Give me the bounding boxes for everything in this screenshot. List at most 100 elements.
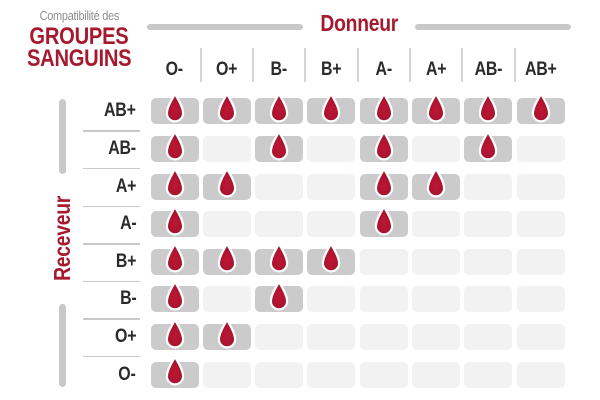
row-separator xyxy=(83,318,140,320)
compatibility-cell-bneg-from-abpos xyxy=(516,286,565,313)
donor-column-header-label: AB+ xyxy=(524,59,557,80)
blood-drop-icon xyxy=(165,92,184,123)
donor-column-header-label: A- xyxy=(375,59,393,80)
donor-column-header-label: B+ xyxy=(321,59,342,80)
compatibility-cell-aneg-from-abpos xyxy=(516,211,565,238)
row-separator xyxy=(83,205,140,207)
chart-title: Compatibilité des GROUPES SANGUINS xyxy=(10,9,148,71)
donor-column-header-label: A+ xyxy=(425,59,447,80)
chart-title-main: GROUPES SANGUINS xyxy=(10,23,148,71)
compatibility-cell-oneg-from-aneg xyxy=(359,361,408,388)
donor-axis-line-right xyxy=(415,23,571,30)
compatibility-cell-bpos-from-aneg xyxy=(359,248,408,275)
row-separator xyxy=(83,355,140,358)
column-separator xyxy=(356,48,359,82)
recipient-row-header-opos: O+ xyxy=(58,324,136,350)
donor-column-header-label: O+ xyxy=(216,59,238,80)
compatibility-cell-abneg-from-bpos xyxy=(307,135,356,162)
compatibility-cell-oneg-from-bpos xyxy=(307,361,356,388)
compatibility-cell-aneg-from-bpos xyxy=(307,211,356,238)
recipient-row-header-aneg: A- xyxy=(58,211,137,237)
blood-drop-icon xyxy=(479,92,498,123)
compatibility-cell-opos-from-abpos xyxy=(516,323,565,350)
blood-drop-icon xyxy=(374,130,393,160)
chart-title-line1: GROUPES xyxy=(29,23,129,50)
recipient-row-header-abpos: AB+ xyxy=(58,98,136,124)
donor-column-header-abneg: AB- xyxy=(464,54,512,84)
blood-drop-icon xyxy=(531,92,550,123)
blood-drop-icon xyxy=(217,318,236,348)
donor-column-header-oneg: O- xyxy=(151,54,199,84)
blood-drop-icon xyxy=(269,243,289,273)
column-separator xyxy=(513,48,516,82)
compatibility-cell-abneg-from-apos xyxy=(412,135,460,162)
column-separator xyxy=(252,48,255,82)
blood-drop-icon xyxy=(322,243,341,273)
row-separator xyxy=(83,243,140,245)
blood-drop-icon xyxy=(165,243,184,273)
compatibility-cell-opos-from-aneg xyxy=(359,323,408,350)
donor-column-header-abpos: AB+ xyxy=(517,54,565,84)
donor-column-header-bpos: B+ xyxy=(307,54,355,84)
blood-drop-icon xyxy=(165,318,184,348)
row-separator xyxy=(83,167,140,170)
compatibility-cell-aneg-from-opos xyxy=(202,211,251,238)
recipient-row-header-label: B+ xyxy=(115,250,137,272)
blood-drop-icon xyxy=(165,205,184,236)
donor-axis-label: Donneur xyxy=(303,10,415,37)
blood-drop-icon xyxy=(374,92,393,123)
recipient-row-header-oneg: O- xyxy=(58,362,136,388)
donor-column-header-label: AB- xyxy=(474,59,503,80)
recipient-axis-line-bottom xyxy=(58,304,66,387)
compatibility-cell-bneg-from-apos xyxy=(412,286,460,313)
blood-drop-icon xyxy=(165,167,184,198)
recipient-row-header-label: B- xyxy=(119,288,137,310)
recipient-row-header-label: AB+ xyxy=(104,100,136,122)
donor-column-header-aneg: A- xyxy=(360,54,408,84)
compatibility-cell-opos-from-bneg xyxy=(255,323,304,350)
compatibility-cell-bneg-from-opos xyxy=(202,286,251,313)
compatibility-cell-bpos-from-abpos xyxy=(516,248,565,275)
recipient-row-header-label: O+ xyxy=(114,325,136,347)
compatibility-cell-apos-from-abneg xyxy=(464,173,513,200)
donor-axis-line-left xyxy=(147,23,303,30)
blood-drop-icon xyxy=(165,130,184,160)
recipient-row-header-bneg: B- xyxy=(58,286,137,312)
blood-drop-icon xyxy=(269,130,289,160)
compatibility-cell-abneg-from-abpos xyxy=(516,135,565,162)
blood-drop-icon xyxy=(269,280,289,311)
recipient-row-header-abneg: AB- xyxy=(58,136,136,162)
blood-drop-icon xyxy=(217,167,236,198)
compatibility-cell-aneg-from-apos xyxy=(412,211,460,238)
compatibility-cell-opos-from-bpos xyxy=(307,323,356,350)
column-separator xyxy=(199,48,202,82)
compatibility-cell-oneg-from-apos xyxy=(412,361,460,388)
recipient-row-header-label: AB- xyxy=(108,137,136,159)
blood-drop-icon xyxy=(269,92,289,123)
compatibility-cell-oneg-from-abpos xyxy=(516,361,565,388)
column-separator xyxy=(304,48,307,82)
blood-drop-icon xyxy=(374,167,393,198)
compatibility-cell-apos-from-abpos xyxy=(516,173,565,200)
recipient-axis-line-top xyxy=(58,99,66,174)
compatibility-cell-aneg-from-bneg xyxy=(255,211,304,238)
recipient-row-header-apos: A+ xyxy=(58,174,137,200)
blood-drop-icon xyxy=(374,205,393,236)
compatibility-cell-oneg-from-bneg xyxy=(255,361,304,388)
compatibility-cell-bpos-from-apos xyxy=(412,248,460,275)
compatibility-cell-bneg-from-aneg xyxy=(359,286,408,313)
compatibility-cell-opos-from-apos xyxy=(412,323,460,350)
donor-column-header-label: B- xyxy=(270,59,288,80)
compatibility-cell-aneg-from-abneg xyxy=(464,211,513,238)
compatibility-cell-oneg-from-opos xyxy=(202,361,251,388)
compatibility-cell-apos-from-bneg xyxy=(255,173,304,200)
recipient-row-header-label: O- xyxy=(118,363,136,385)
blood-drop-icon xyxy=(217,92,236,123)
blood-drop-icon xyxy=(479,130,498,160)
donor-column-header-bneg: B- xyxy=(255,54,303,84)
compatibility-cell-apos-from-bpos xyxy=(307,173,356,200)
recipient-row-header-bpos: B+ xyxy=(58,249,137,275)
compatibility-cell-bpos-from-abneg xyxy=(464,248,513,275)
compatibility-cell-oneg-from-abneg xyxy=(464,361,513,388)
